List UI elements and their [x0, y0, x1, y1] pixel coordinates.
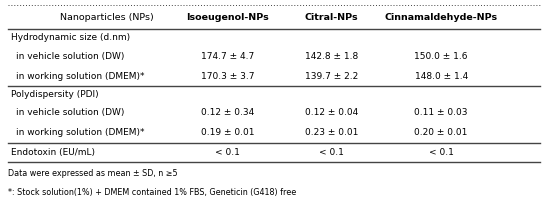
Text: 0.11 ± 0.03: 0.11 ± 0.03	[414, 108, 468, 117]
Text: *: Stock solution(1%) + DMEM contained 1% FBS, Geneticin (G418) free: *: Stock solution(1%) + DMEM contained 1…	[8, 188, 296, 197]
Text: 139.7 ± 2.2: 139.7 ± 2.2	[305, 72, 358, 81]
Text: 0.12 ± 0.04: 0.12 ± 0.04	[305, 108, 358, 117]
Text: 0.19 ± 0.01: 0.19 ± 0.01	[201, 128, 254, 137]
Text: Endotoxin (EU/mL): Endotoxin (EU/mL)	[11, 148, 95, 157]
Text: in vehicle solution (DW): in vehicle solution (DW)	[16, 108, 125, 117]
Text: Citral-NPs: Citral-NPs	[305, 13, 358, 22]
Text: 142.8 ± 1.8: 142.8 ± 1.8	[305, 52, 358, 61]
Text: 0.23 ± 0.01: 0.23 ± 0.01	[305, 128, 358, 137]
Text: 0.12 ± 0.34: 0.12 ± 0.34	[201, 108, 254, 117]
Text: < 0.1: < 0.1	[215, 148, 240, 157]
Text: in working solution (DMEM)*: in working solution (DMEM)*	[16, 72, 145, 81]
Text: in vehicle solution (DW): in vehicle solution (DW)	[16, 52, 125, 61]
Text: Isoeugenol-NPs: Isoeugenol-NPs	[186, 13, 269, 22]
Text: 170.3 ± 3.7: 170.3 ± 3.7	[201, 72, 254, 81]
Text: 150.0 ± 1.6: 150.0 ± 1.6	[414, 52, 468, 61]
Text: Data were expressed as mean ± SD, n ≥5: Data were expressed as mean ± SD, n ≥5	[8, 169, 178, 178]
Text: 0.20 ± 0.01: 0.20 ± 0.01	[414, 128, 468, 137]
Text: 148.0 ± 1.4: 148.0 ± 1.4	[414, 72, 468, 81]
Text: Nanoparticles (NPs): Nanoparticles (NPs)	[60, 13, 154, 22]
Text: 174.7 ± 4.7: 174.7 ± 4.7	[201, 52, 254, 61]
Text: Cinnamaldehyde-NPs: Cinnamaldehyde-NPs	[385, 13, 498, 22]
Text: < 0.1: < 0.1	[429, 148, 454, 157]
Text: in working solution (DMEM)*: in working solution (DMEM)*	[16, 128, 145, 137]
Text: Hydrodynamic size (d.nm): Hydrodynamic size (d.nm)	[11, 33, 130, 42]
Text: Polydispersity (PDI): Polydispersity (PDI)	[11, 90, 99, 99]
Text: < 0.1: < 0.1	[319, 148, 344, 157]
